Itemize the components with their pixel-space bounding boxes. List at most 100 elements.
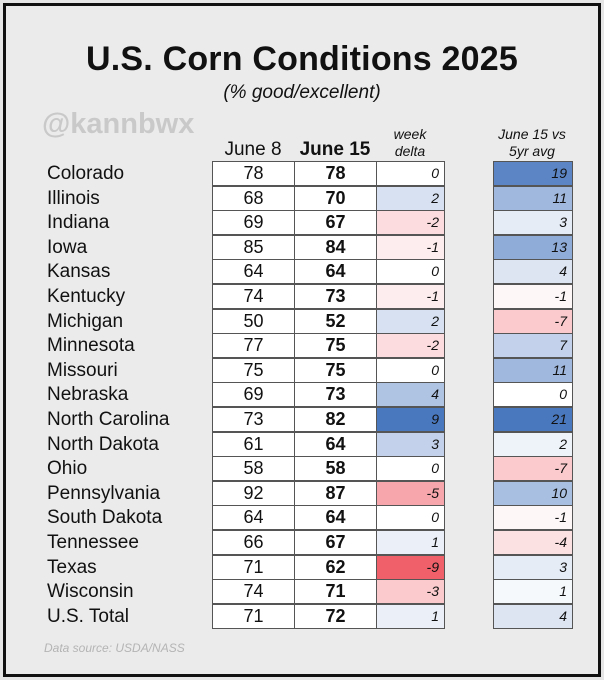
vs-5yr-cell: -4 [493,530,573,555]
week-delta-cell: 2 [376,308,445,334]
page-subtitle: (% good/excellent) [223,82,381,103]
state-label: Michigan [47,310,124,332]
data-source: Data source: USDA/NASS [44,641,185,655]
state-label: U.S. Total [47,605,130,627]
week-delta-cell: 0 [376,456,445,482]
june8-cell: 61 [212,431,295,457]
header-june8: June 8 [224,139,282,160]
week-delta-cell: -9 [376,554,445,580]
week-delta-cell: 9 [376,407,445,432]
state-label: Illinois [47,187,100,209]
vs-5yr-cell: -7 [493,308,573,334]
june15-cell: 62 [294,554,377,580]
week-delta-cell: -1 [376,284,445,309]
state-label: Tennessee [47,532,139,553]
week-delta-cell: 0 [376,259,445,285]
june8-cell: 71 [212,603,295,629]
june15-cell: 84 [294,234,377,260]
week-delta-cell: 0 [376,161,445,186]
june15-cell: 64 [294,505,377,531]
june8-cell: 69 [212,382,295,408]
vs-5yr-cell: -7 [493,456,573,482]
week-delta-cell: 1 [376,603,445,629]
header-june15: June 15 [299,139,371,160]
vs-5yr-cell: -1 [493,505,573,531]
state-label: Pennsylvania [47,482,161,504]
week-delta-cell: 4 [376,382,445,408]
june8-cell: 75 [212,357,295,383]
june8-cell: 66 [212,530,295,555]
vs-5yr-cell: 4 [493,603,573,629]
week-delta-cell: 1 [376,530,445,555]
june8-cell: 85 [212,234,295,260]
june15-cell: 64 [294,431,377,457]
june15-cell: 70 [294,185,377,211]
header-week-delta: week delta [376,126,444,160]
june15-cell: 73 [294,382,377,408]
header-week-delta-line1: week [393,126,427,142]
week-delta-cell: 0 [376,357,445,383]
state-label: Colorado [47,163,125,184]
vs-5yr-cell: 19 [493,161,573,186]
vs-5yr-cell: 0 [493,382,573,408]
vs-5yr-cell: 11 [493,185,573,211]
june8-cell: 64 [212,505,295,531]
june8-cell: 69 [212,210,295,236]
state-label: North Dakota [47,433,159,455]
june8-cell: 58 [212,456,295,482]
june15-cell: 64 [294,259,377,285]
vs-5yr-cell: 13 [493,234,573,260]
week-delta-cell: -5 [376,480,445,506]
state-label: Kansas [47,261,111,283]
state-label: North Carolina [47,409,170,430]
state-label: Texas [47,556,97,578]
state-label: Minnesota [47,335,135,357]
week-delta-cell: -2 [376,210,445,236]
june15-cell: 58 [294,456,377,482]
june15-cell: 72 [294,603,377,629]
state-label: Iowa [47,236,88,258]
june15-cell: 71 [294,579,377,605]
june15-cell: 73 [294,284,377,309]
june8-cell: 50 [212,308,295,334]
june8-cell: 71 [212,554,295,580]
header-vs-5yr-line2: 5yr avg [509,143,555,159]
state-label: Indiana [47,212,110,234]
june15-cell: 82 [294,407,377,432]
june8-cell: 68 [212,185,295,211]
header-week-delta-line2: delta [394,143,426,159]
vs-5yr-cell: 3 [493,210,573,236]
june8-cell: 73 [212,407,295,432]
june15-cell: 52 [294,308,377,334]
june8-cell: 64 [212,259,295,285]
june15-cell: 75 [294,333,377,359]
vs-5yr-cell: 11 [493,357,573,383]
june15-cell: 67 [294,530,377,555]
june8-cell: 74 [212,284,295,309]
header-vs-5yr-line1: June 15 vs [498,126,566,142]
state-label: Kentucky [47,286,126,307]
vs-5yr-cell: 4 [493,259,573,285]
week-delta-cell: -2 [376,333,445,359]
state-label: Missouri [47,359,118,381]
vs-5yr-cell: 3 [493,554,573,580]
week-delta-cell: -1 [376,234,445,260]
state-label: Wisconsin [47,581,134,603]
week-delta-cell: 2 [376,185,445,211]
state-label: Nebraska [47,384,129,406]
week-delta-cell: -3 [376,579,445,605]
state-label: South Dakota [47,507,163,529]
june8-cell: 92 [212,480,295,506]
watermark: @kannbwx [42,108,195,140]
week-delta-cell: 3 [376,431,445,457]
page-title: U.S. Corn Conditions 2025 [86,40,518,78]
vs-5yr-cell: 2 [493,431,573,457]
june8-cell: 74 [212,579,295,605]
june15-cell: 87 [294,480,377,506]
vs-5yr-cell: 21 [493,407,573,432]
vs-5yr-cell: 7 [493,333,573,359]
week-delta-cell: 0 [376,505,445,531]
june15-cell: 67 [294,210,377,236]
vs-5yr-cell: -1 [493,284,573,309]
june8-cell: 78 [212,161,295,186]
